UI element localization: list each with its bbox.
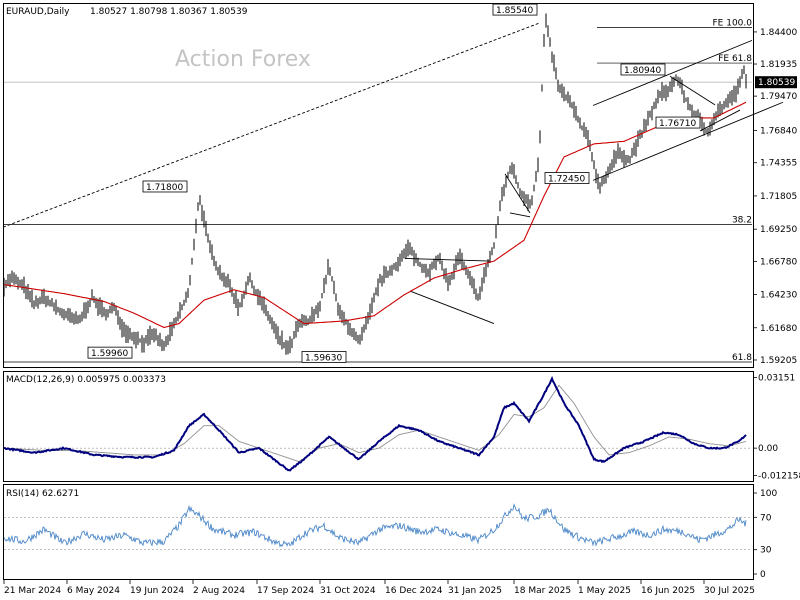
trend-line [409, 290, 495, 325]
price-tick-label: 1.76840 [760, 126, 797, 136]
price-tick-label: 1.79470 [760, 92, 797, 102]
rsi-panel-frame [3, 484, 754, 580]
trend-line [592, 39, 753, 106]
time-axis: 21 Mar 2024 6 May 2024 19 Jun 2024 2 Aug 20… [3, 580, 755, 596]
macd-tick-label: 0.00 [758, 444, 778, 454]
price-tick-label: 1.61680 [760, 324, 797, 334]
rsi-tick-label: 100 [760, 489, 777, 499]
price-annotation-box [301, 351, 347, 363]
price-tick-label: 1.71805 [760, 192, 797, 202]
time-tick-label: 31 Oct 2024 [320, 586, 376, 596]
last-price-tag [755, 76, 797, 89]
chart-header-ohlc: 1.80527 1.80798 1.80367 1.80539 [90, 7, 248, 17]
trend-line [2, 22, 541, 228]
price-tick-label: 1.84400 [760, 28, 797, 38]
price-annotation-box [655, 116, 701, 129]
time-tick-label: 1 May 2025 [578, 586, 631, 596]
time-tick-label: 31 Jan 2025 [448, 586, 502, 596]
rsi-tick-label: 70 [760, 513, 772, 523]
rsi-axis: 100 70 30 0 [753, 489, 777, 580]
macd-tick-label: 0.03151 [758, 373, 795, 383]
price-annotation-label: 1.59960 [91, 349, 128, 359]
price-annotation-label: 1.80940 [624, 66, 661, 76]
price-annotation-box [87, 346, 133, 359]
price-annotation-box [544, 172, 590, 184]
price-tick-label: 1.59205 [760, 356, 797, 366]
trend-line [404, 258, 491, 262]
macd-panel-frame [3, 371, 754, 482]
time-tick-label: 30 Jul 2025 [704, 586, 755, 596]
time-tick-label: 18 Mar 2025 [514, 586, 571, 596]
fib-level-label: FE 61.8 [718, 54, 752, 64]
last-price-label: 1.80539 [758, 78, 795, 88]
rsi-tick-label: 0 [760, 570, 766, 580]
price-annotation-box [620, 63, 666, 76]
rsi-tick-label: 30 [760, 546, 772, 556]
macd-axis: 0.03151 0.00 -0.012158 [753, 373, 800, 481]
rsi-line [3, 503, 747, 548]
time-tick-label: 21 Mar 2024 [4, 586, 61, 596]
price-tick-label: 1.64230 [760, 291, 797, 301]
trend-line [509, 212, 531, 218]
price-annotation-label: 1.72450 [548, 175, 585, 185]
trend-line [504, 173, 531, 214]
watermark: Action Forex [175, 47, 311, 72]
price-annotation-box [492, 3, 538, 16]
price-annotation-label: 1.59630 [305, 353, 342, 363]
price-annotation-box [142, 180, 188, 193]
macd-layer [3, 375, 752, 472]
rsi-title: RSI(14) 62.6271 [6, 489, 79, 499]
trend-line [592, 101, 784, 181]
time-tick-label: 17 Sep 2024 [257, 586, 314, 596]
trend-line [699, 109, 741, 132]
price-tick-label: 1.69250 [760, 225, 797, 235]
price-layer: FE 100.0 FE 61.8 38.2 61.8 1.85540 1.80940 1.7… [2, 3, 784, 363]
time-tick-label: 19 Jun 2024 [130, 586, 184, 596]
price-annotation-label: 1.85540 [496, 6, 533, 16]
fib-level-label: FE 100.0 [713, 18, 753, 28]
time-tick-label: 16 Dec 2024 [385, 586, 443, 596]
ema-line [3, 101, 747, 329]
price-annotation-label: 1.71800 [146, 183, 183, 193]
price-tick-label: 1.81935 [760, 60, 797, 70]
time-tick-label: 16 Jun 2025 [641, 586, 695, 596]
macd-tick-label: -0.012158 [758, 471, 800, 481]
fib-level-label: 61.8 [732, 353, 752, 363]
rsi-layer [3, 503, 752, 551]
chart-header-symbol: EURAUD,Daily [6, 7, 70, 17]
price-tick-label: 1.66780 [760, 257, 797, 267]
price-axis: 1.84400 1.81935 1.79470 1.76840 1.74355 1.718… [753, 28, 797, 366]
macd-line [3, 375, 747, 472]
price-tick-label: 1.74355 [760, 159, 797, 169]
macd-signal-line [3, 384, 747, 463]
price-annotation-label: 1.76710 [659, 119, 696, 129]
time-tick-label: 2 Aug 2024 [193, 586, 245, 596]
macd-title: MACD(12,26,9) 0.005975 0.003373 [6, 375, 166, 385]
time-tick-label: 6 May 2024 [67, 586, 120, 596]
fib-level-label: 38.2 [732, 216, 752, 226]
